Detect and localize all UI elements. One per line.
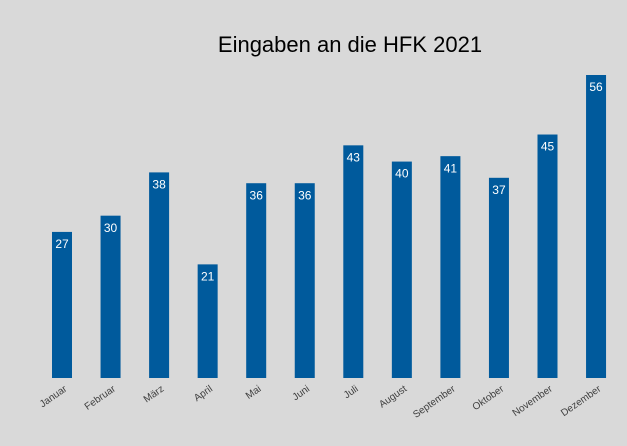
bar xyxy=(100,215,121,378)
value-label: 36 xyxy=(298,188,312,202)
chart-title: Eingaben an die HFK 2021 xyxy=(218,32,482,57)
bar xyxy=(343,145,364,378)
bar xyxy=(149,172,170,378)
value-label: 40 xyxy=(395,167,409,181)
bar xyxy=(391,161,412,378)
value-label: 43 xyxy=(347,151,361,165)
value-label: 37 xyxy=(492,183,506,197)
value-label: 36 xyxy=(250,188,264,202)
value-label: 21 xyxy=(201,270,215,284)
bar xyxy=(52,231,72,378)
value-label: 45 xyxy=(541,140,555,154)
value-label: 30 xyxy=(104,221,118,235)
value-label: 56 xyxy=(589,80,603,94)
value-label: 38 xyxy=(152,178,166,192)
bar xyxy=(197,264,218,378)
bar xyxy=(440,156,461,378)
value-label: 27 xyxy=(55,237,69,251)
bar xyxy=(537,134,558,378)
bar xyxy=(294,183,315,378)
bar xyxy=(246,183,267,378)
value-label: 41 xyxy=(444,161,458,175)
bar xyxy=(488,177,509,378)
bar xyxy=(586,75,607,378)
